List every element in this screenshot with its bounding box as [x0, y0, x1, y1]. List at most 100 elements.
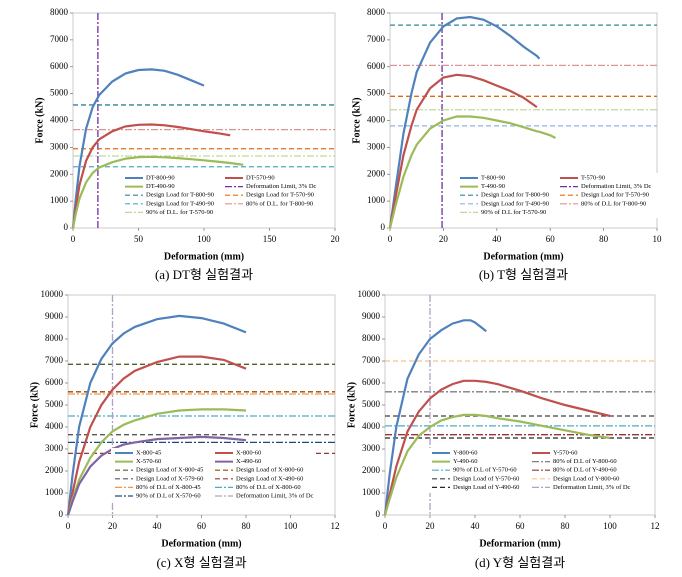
x-tick-label: 20	[426, 521, 436, 531]
legend-label: Y-490-60	[453, 458, 478, 465]
y-tick-label: 9000	[45, 311, 64, 321]
y-tick-label: 8000	[367, 7, 386, 17]
y-tick-label: 0	[376, 509, 381, 519]
legend-label: Design Load of Y-800-60	[553, 475, 619, 482]
x-tick-label: 20	[439, 234, 449, 244]
x-axis-title: Deformation (mm)	[483, 251, 563, 262]
series-line	[71, 68, 205, 229]
x-tick-label: 12	[331, 521, 340, 531]
y-tick-label: 2000	[45, 465, 64, 475]
y-tick-label: 1000	[50, 195, 69, 205]
caption: (d) Y형 실험결과	[475, 555, 565, 570]
series-line	[388, 73, 538, 229]
x-axis-title: Deformarion (mm)	[479, 538, 560, 549]
legend-label: X-800-60	[236, 449, 261, 456]
legend-label: Design Load of X-800-45	[136, 467, 203, 474]
x-tick-label: 50	[134, 234, 144, 244]
y-tick-label: 10000	[41, 289, 64, 299]
series-line	[383, 379, 611, 516]
legend-label: X-490-60	[236, 458, 261, 465]
legend-label: T-800-90	[481, 174, 505, 181]
y-tick-label: 3000	[367, 141, 386, 151]
legend-label: T-570-90	[581, 174, 605, 181]
x-tick-label: 40	[471, 521, 481, 531]
x-tick-label: 12	[651, 521, 660, 531]
series-line	[66, 435, 247, 516]
series-line	[388, 15, 541, 229]
y-axis-title: Force (kN)	[346, 382, 357, 428]
y-tick-label: 7000	[45, 355, 64, 365]
legend-label: Design Load for T-490-90	[481, 200, 549, 207]
legend-label: Y-570-60	[553, 449, 578, 456]
y-tick-label: 3000	[50, 141, 69, 151]
y-tick-label: 0	[381, 222, 386, 232]
x-tick-label: 80	[561, 521, 571, 531]
legend-label: Design Load of Y-570-60	[453, 475, 519, 482]
legend-label: Design Load for T-570-90	[581, 192, 649, 199]
legend-label: DT-570-90	[246, 174, 275, 181]
x-tick-label: 0	[66, 521, 71, 531]
caption: (a) DT형 실험결과	[155, 267, 253, 282]
legend-label: 90% of D.L for T-570-90	[481, 209, 546, 216]
legend-label: Deformation Limit, 3% of Dc	[236, 492, 314, 499]
y-tick-label: 1000	[367, 195, 386, 205]
legend-label: Design Load for T-800-90	[146, 192, 214, 199]
legend-label: 80% of D.L. for T-800-90	[246, 200, 313, 207]
y-axis-title: Force (kN)	[351, 97, 362, 143]
y-tick-label: 9000	[362, 311, 381, 321]
x-tick-label: 150	[263, 234, 277, 244]
x-axis-title: Deformation (mm)	[164, 251, 244, 262]
series-line	[71, 123, 231, 229]
legend-label: DT-800-90	[146, 174, 175, 181]
legend-label: X-570-60	[136, 458, 161, 465]
x-tick-label: 80	[599, 234, 609, 244]
legend-label: DT-490-90	[146, 183, 175, 190]
series-line	[383, 413, 611, 516]
legend-label: 90% of D.L of Y-570-60	[453, 467, 517, 474]
legend-label: Deformation Limit, 3% Dc	[581, 183, 652, 190]
legend-label: Design Load for T-490-90	[146, 200, 214, 207]
x-tick-label: 100	[603, 521, 617, 531]
y-tick-label: 1000	[45, 487, 64, 497]
caption: (b) T형 실험결과	[479, 267, 568, 282]
y-tick-label: 0	[64, 222, 69, 232]
legend-label: 80% of D.L for T-800-90	[581, 200, 646, 207]
x-tick-label: 100	[197, 234, 211, 244]
legend-label: 90% of D.L of X-570-60	[136, 492, 201, 499]
y-tick-label: 2000	[50, 168, 69, 178]
x-tick-label: 10	[653, 234, 663, 244]
x-tick-label: 20	[108, 521, 118, 531]
legend-label: X-800-45	[136, 449, 161, 456]
y-tick-label: 0	[59, 509, 64, 519]
x-tick-label: 100	[284, 521, 298, 531]
legend-label: Design Load for T-570-90	[246, 192, 314, 199]
caption: (c) X형 실험결과	[156, 555, 246, 570]
y-tick-label: 1000	[362, 487, 381, 497]
legend-box	[121, 173, 325, 218]
y-tick-label: 10000	[358, 289, 381, 299]
x-tick-label: 60	[516, 521, 526, 531]
series-line	[66, 314, 247, 516]
legend-label: Design Load of X-490-60	[236, 475, 303, 482]
y-tick-label: 6000	[50, 61, 69, 71]
series-line	[383, 319, 487, 516]
y-tick-label: 8000	[362, 333, 381, 343]
y-tick-label: 6000	[362, 377, 381, 387]
legend-box	[456, 173, 660, 218]
x-tick-label: 40	[492, 234, 502, 244]
y-tick-label: 8000	[45, 333, 64, 343]
x-tick-label: 0	[383, 521, 388, 531]
legend-box	[111, 448, 315, 502]
legend-label: Design Load of X-800-60	[236, 467, 303, 474]
series-line	[388, 115, 556, 229]
y-axis-title: Force (kN)	[34, 97, 45, 143]
y-tick-label: 6000	[367, 61, 386, 71]
y-tick-label: 7000	[362, 355, 381, 365]
y-tick-label: 2000	[362, 465, 381, 475]
legend-label: 80% of D.L of Y-490-60	[553, 467, 617, 474]
x-tick-label: 60	[197, 521, 207, 531]
y-tick-label: 3000	[45, 443, 64, 453]
x-tick-label: 20	[331, 234, 341, 244]
legend-label: Design Load for T-800-90	[481, 192, 549, 199]
